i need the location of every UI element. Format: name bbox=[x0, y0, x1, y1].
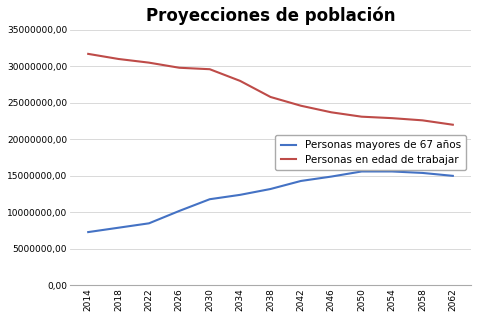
Personas mayores de 67 años bbox=[450, 174, 456, 178]
Personas en edad de trabajar bbox=[359, 115, 365, 119]
Personas mayores de 67 años bbox=[420, 171, 425, 175]
Personas en edad de trabajar bbox=[389, 116, 395, 120]
Personas mayores de 67 años bbox=[298, 179, 304, 183]
Personas en edad de trabajar bbox=[207, 67, 213, 71]
Personas en edad de trabajar bbox=[86, 52, 91, 56]
Personas mayores de 67 años bbox=[359, 169, 365, 173]
Personas mayores de 67 años bbox=[146, 221, 152, 225]
Personas en edad de trabajar bbox=[268, 95, 273, 99]
Personas en edad de trabajar bbox=[420, 118, 425, 122]
Line: Personas mayores de 67 años: Personas mayores de 67 años bbox=[88, 171, 453, 232]
Personas mayores de 67 años bbox=[116, 226, 121, 230]
Personas en edad de trabajar bbox=[298, 104, 304, 107]
Personas en edad de trabajar bbox=[237, 79, 243, 83]
Personas en edad de trabajar bbox=[116, 57, 121, 61]
Line: Personas en edad de trabajar: Personas en edad de trabajar bbox=[88, 54, 453, 125]
Personas mayores de 67 años bbox=[389, 169, 395, 173]
Personas mayores de 67 años bbox=[176, 209, 182, 213]
Personas mayores de 67 años bbox=[207, 197, 213, 201]
Personas mayores de 67 años bbox=[328, 175, 334, 178]
Personas en edad de trabajar bbox=[328, 110, 334, 114]
Personas mayores de 67 años bbox=[86, 230, 91, 234]
Personas mayores de 67 años bbox=[237, 193, 243, 197]
Personas mayores de 67 años bbox=[268, 187, 273, 191]
Legend: Personas mayores de 67 años, Personas en edad de trabajar: Personas mayores de 67 años, Personas en… bbox=[275, 135, 466, 170]
Personas en edad de trabajar bbox=[450, 123, 456, 127]
Personas en edad de trabajar bbox=[146, 61, 152, 65]
Personas en edad de trabajar bbox=[176, 66, 182, 70]
Title: Proyecciones de población: Proyecciones de población bbox=[146, 7, 395, 25]
